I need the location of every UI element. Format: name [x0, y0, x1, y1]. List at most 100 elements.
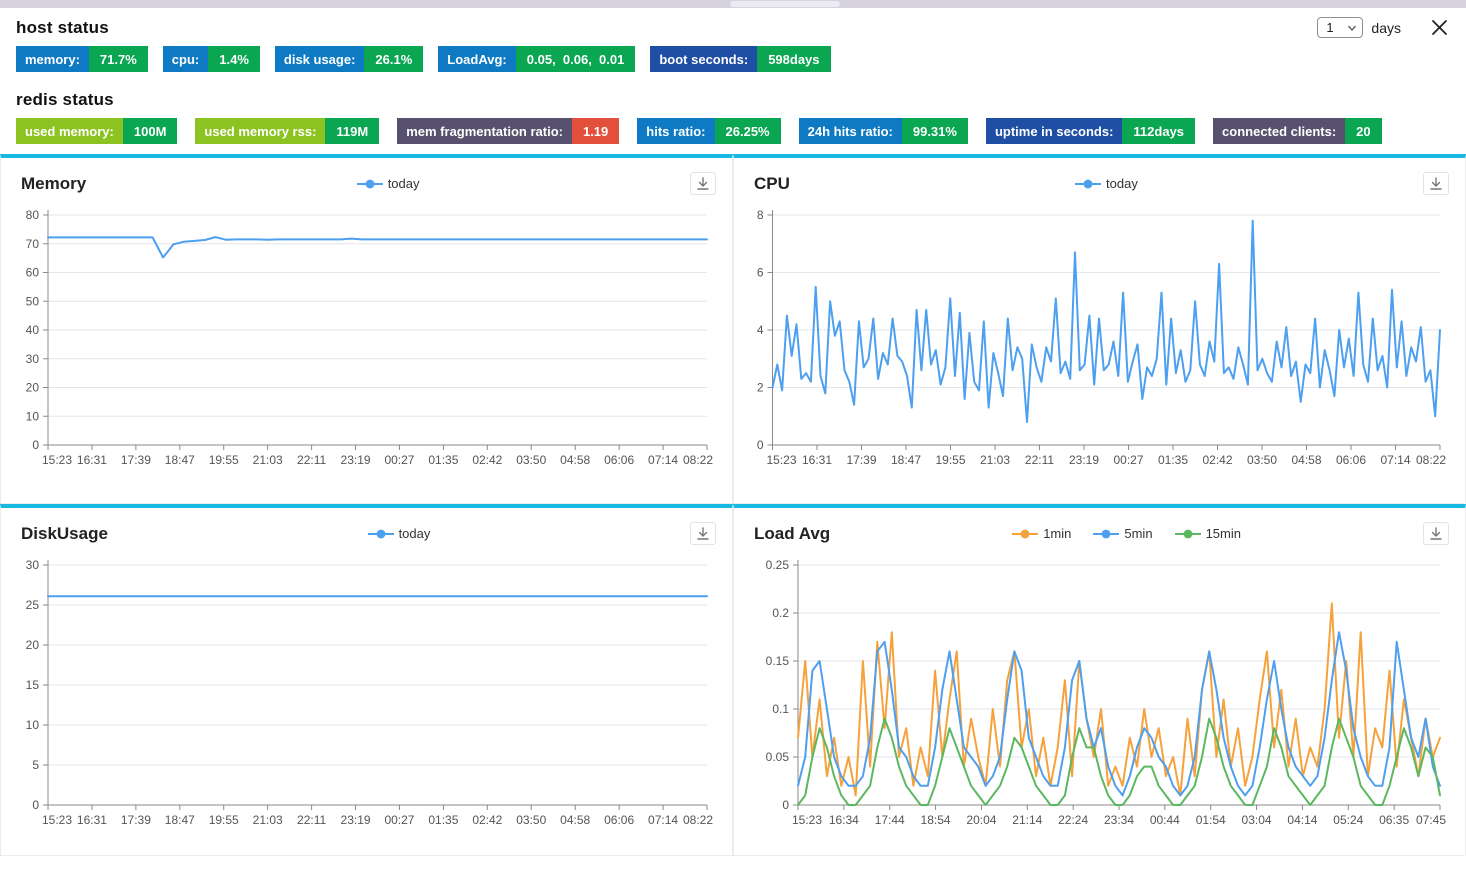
svg-text:05:24: 05:24	[1333, 813, 1363, 827]
svg-text:06:06: 06:06	[604, 813, 634, 827]
loadavg-chart-title: Load Avg	[754, 523, 831, 543]
badge-label: memory:	[16, 46, 89, 72]
svg-text:0.25: 0.25	[766, 558, 790, 572]
svg-text:50: 50	[26, 294, 40, 308]
download-button[interactable]	[690, 522, 716, 545]
close-icon	[1432, 20, 1447, 35]
loadavg-chart[interactable]: 0 0.05 0.1 0.15 0.2 0.25 15:23 16:34 17:44 18:54 2…	[742, 553, 1456, 835]
cpu-chart-title: CPU	[754, 173, 790, 193]
download-button[interactable]	[1423, 522, 1449, 545]
scrollbar-thumb[interactable]	[730, 1, 840, 7]
download-icon	[1430, 177, 1442, 190]
cpu-chart[interactable]: 0 2 4 6 8 15:23 16:31 17:39 18:47 19:55 21:03 22:11…	[742, 203, 1456, 475]
top-scrollbar[interactable]	[0, 0, 1466, 8]
status-badge: boot seconds: 598days	[650, 46, 831, 72]
svg-text:08:22: 08:22	[1416, 453, 1446, 467]
svg-text:15:23: 15:23	[767, 453, 797, 467]
diskusage-chart-panel: DiskUsage today 0 5 10 15 20 25 30 15:23 16:31 17…	[0, 504, 733, 856]
close-button[interactable]	[1431, 19, 1448, 36]
svg-text:40: 40	[26, 323, 40, 337]
diskusage-chart-legend: today	[108, 526, 690, 541]
legend-item-today[interactable]: today	[356, 176, 420, 191]
svg-text:19:55: 19:55	[209, 813, 239, 827]
svg-text:0.05: 0.05	[766, 750, 790, 764]
status-badge: connected clients: 20	[1213, 118, 1382, 144]
svg-text:22:11: 22:11	[297, 813, 326, 827]
status-badge: cpu: 1.4%	[162, 46, 260, 72]
svg-text:15:23: 15:23	[42, 813, 72, 827]
svg-text:23:19: 23:19	[341, 453, 371, 467]
days-select[interactable]: 1	[1317, 17, 1364, 38]
status-badge: used memory: 100M	[16, 118, 178, 144]
badge-label: uptime in seconds:	[985, 118, 1123, 144]
svg-text:19:55: 19:55	[935, 453, 965, 467]
legend-item-today[interactable]: today	[1075, 176, 1138, 191]
svg-text:01:54: 01:54	[1196, 813, 1226, 827]
redis-status-title: redis status	[16, 90, 114, 109]
cpu-chart-legend: today	[790, 176, 1423, 191]
svg-text:0.2: 0.2	[772, 606, 789, 620]
svg-text:10: 10	[26, 718, 40, 732]
badge-label: mem fragmentation ratio:	[397, 118, 572, 144]
badge-value: 71.7%	[88, 46, 148, 72]
svg-text:20: 20	[26, 638, 40, 652]
svg-text:20:04: 20:04	[966, 813, 996, 827]
svg-text:21:03: 21:03	[980, 453, 1010, 467]
status-badge: hits ratio: 26.25%	[637, 118, 781, 144]
redis-badges-row: used memory: 100M used memory rss: 119M …	[0, 116, 1466, 154]
badge-label: LoadAvg:	[438, 46, 516, 72]
svg-text:21:14: 21:14	[1012, 813, 1042, 827]
svg-text:16:31: 16:31	[77, 453, 107, 467]
svg-text:01:35: 01:35	[1158, 453, 1188, 467]
page-header: host status 1 days	[0, 8, 1466, 44]
svg-text:4: 4	[757, 323, 764, 337]
loadavg-chart-legend: 1min 5min 15min	[830, 526, 1423, 541]
badge-value: 26.1%	[364, 46, 424, 72]
svg-text:60: 60	[26, 266, 40, 280]
svg-text:0: 0	[32, 438, 39, 452]
memory-chart-legend: today	[86, 176, 690, 191]
download-button[interactable]	[1423, 172, 1449, 195]
svg-text:02:42: 02:42	[1202, 453, 1232, 467]
download-button[interactable]	[690, 172, 716, 195]
badge-label: hits ratio:	[637, 118, 715, 144]
memory-chart-title: Memory	[21, 173, 87, 193]
svg-text:25: 25	[26, 598, 40, 612]
badge-value: 112days	[1122, 118, 1196, 144]
svg-text:18:47: 18:47	[165, 813, 195, 827]
memory-chart-panel: Memory today 0 10 20 30 40 50 60 70 80 15:23 16:31…	[0, 154, 733, 504]
svg-text:18:47: 18:47	[891, 453, 921, 467]
svg-text:02:42: 02:42	[472, 453, 502, 467]
legend-item-15min[interactable]: 15min	[1174, 526, 1241, 541]
svg-text:00:27: 00:27	[384, 813, 414, 827]
svg-text:16:31: 16:31	[77, 813, 107, 827]
svg-text:01:35: 01:35	[428, 453, 458, 467]
svg-text:06:06: 06:06	[1336, 453, 1366, 467]
svg-text:16:34: 16:34	[829, 813, 859, 827]
host-status-title: host status	[16, 17, 109, 37]
badge-label: 24h hits ratio:	[798, 118, 902, 144]
svg-text:21:03: 21:03	[253, 453, 283, 467]
svg-text:03:50: 03:50	[1247, 453, 1277, 467]
legend-item-5min[interactable]: 5min	[1093, 526, 1153, 541]
chevron-down-icon	[1348, 25, 1357, 31]
diskusage-chart[interactable]: 0 5 10 15 20 25 30 15:23 16:31 17:39 18:47 19:55 21:…	[9, 553, 723, 835]
svg-text:15: 15	[26, 678, 40, 692]
status-badge: mem fragmentation ratio: 1.19	[397, 118, 620, 144]
legend-item-today[interactable]: today	[367, 526, 430, 541]
host-badges-row: memory: 71.7% cpu: 1.4% disk usage: 26.1…	[0, 44, 1466, 82]
status-badge: uptime in seconds: 112days	[985, 118, 1196, 144]
dashboard: host status 1 days memory: 71.7% cpu: 1.…	[0, 8, 1466, 856]
legend-marker-icon	[1075, 179, 1102, 188]
svg-text:00:27: 00:27	[1113, 453, 1143, 467]
legend-item-1min[interactable]: 1min	[1012, 526, 1071, 541]
svg-text:07:14: 07:14	[1380, 453, 1410, 467]
memory-chart[interactable]: 0 10 20 30 40 50 60 70 80 15:23 16:31 17:39 18:47 19:…	[9, 203, 723, 475]
badge-label: boot seconds:	[650, 46, 758, 72]
days-label: days	[1371, 19, 1401, 36]
svg-text:03:50: 03:50	[516, 813, 546, 827]
badge-label: connected clients:	[1213, 118, 1346, 144]
badge-value: 119M	[325, 118, 380, 144]
download-icon	[697, 177, 709, 190]
charts-grid: Memory today 0 10 20 30 40 50 60 70 80 15:23 16:31…	[0, 154, 1466, 856]
